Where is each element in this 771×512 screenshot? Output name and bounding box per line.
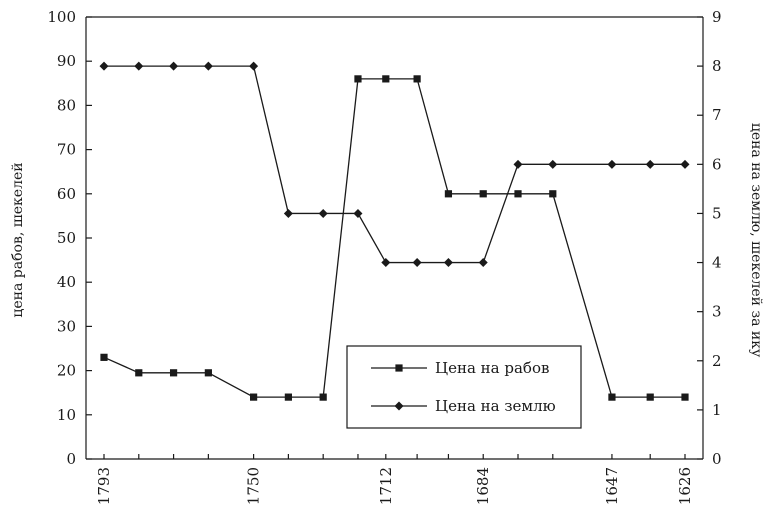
data-point	[513, 159, 523, 169]
data-point	[645, 159, 655, 169]
data-point	[354, 75, 362, 83]
right-tick-label: 8	[712, 57, 722, 75]
data-point	[444, 190, 453, 198]
right-tick-label: 4	[712, 254, 722, 272]
data-point	[318, 208, 328, 218]
data-point	[680, 159, 690, 169]
legend: Цена на рабов Цена на землю	[346, 345, 582, 429]
data-point	[381, 258, 391, 268]
x-tick-label: 1626	[676, 467, 694, 505]
legend-box	[346, 345, 582, 429]
data-point	[249, 61, 259, 71]
data-point	[382, 75, 390, 83]
right-tick-label: 6	[712, 155, 722, 173]
data-point	[413, 75, 421, 83]
data-point	[135, 369, 143, 377]
data-point	[443, 258, 453, 268]
series-line	[104, 65, 685, 264]
data-point	[681, 393, 689, 401]
data-point	[548, 159, 558, 169]
left-tick-label: 30	[57, 317, 76, 335]
left-tick-label: 20	[57, 362, 76, 380]
data-point	[249, 393, 258, 401]
series-layer	[99, 61, 690, 401]
x-tick-label: 1684	[474, 467, 492, 505]
right-tick-label: 1	[712, 401, 722, 419]
x-tick-label: 1750	[245, 467, 263, 505]
data-point	[549, 190, 557, 198]
right-axis-title: цена на землю, шекелей за ику	[748, 123, 764, 358]
series-slave-price	[100, 75, 689, 401]
left-tick-label: 50	[57, 229, 76, 247]
right-tick-label: 9	[712, 8, 722, 26]
left-tick-label: 60	[57, 185, 76, 203]
data-point	[514, 190, 522, 198]
data-point	[99, 61, 109, 71]
left-tick-label: 90	[57, 52, 76, 70]
axis-titles: цена рабов, шекелей цена на землю, шекел…	[10, 123, 764, 358]
data-point	[353, 208, 363, 218]
series-land-price	[99, 61, 690, 268]
data-point	[284, 393, 292, 401]
legend-entry: Цена на рабов	[371, 359, 549, 377]
x-tick-label: 1647	[603, 467, 621, 505]
data-point	[169, 61, 179, 71]
legend-label: Цена на рабов	[435, 359, 549, 377]
data-point	[283, 208, 293, 218]
left-tick-label: 80	[57, 96, 76, 114]
data-point	[100, 353, 108, 361]
x-tick-label: 1712	[377, 467, 395, 505]
data-point	[608, 393, 616, 401]
left-tick-label: 40	[57, 273, 76, 291]
data-point	[607, 159, 617, 169]
axes	[85, 16, 704, 460]
legend-label: Цена на землю	[435, 397, 556, 415]
legend-marker	[394, 401, 404, 411]
legend-entry: Цена на землю	[371, 397, 556, 415]
data-point	[204, 369, 212, 377]
legend-marker	[395, 364, 403, 372]
data-point	[203, 61, 213, 71]
left-axis-title: цена рабов, шекелей	[10, 162, 26, 317]
right-tick-label: 2	[712, 352, 722, 370]
left-tick-label: 70	[57, 141, 76, 159]
right-tick-label: 5	[712, 204, 722, 222]
left-tick-label: 0	[66, 450, 76, 468]
tick-labels: 0 10 20 30 40 50 60 70 80 90 100 0 1 2 3 4 5 6 7 8 9 1793 1750…	[47, 8, 721, 505]
data-point	[319, 393, 327, 401]
x-tick-label: 1793	[95, 467, 113, 505]
data-point	[646, 393, 654, 401]
data-point	[134, 61, 144, 71]
left-tick-label: 100	[47, 8, 76, 26]
left-tick-label: 10	[57, 406, 76, 424]
data-point	[412, 258, 422, 268]
data-point	[169, 369, 178, 377]
right-tick-label: 7	[712, 106, 722, 124]
right-tick-label: 3	[712, 303, 722, 321]
right-tick-label: 0	[712, 450, 722, 468]
data-point	[479, 190, 487, 198]
data-point	[478, 258, 488, 268]
